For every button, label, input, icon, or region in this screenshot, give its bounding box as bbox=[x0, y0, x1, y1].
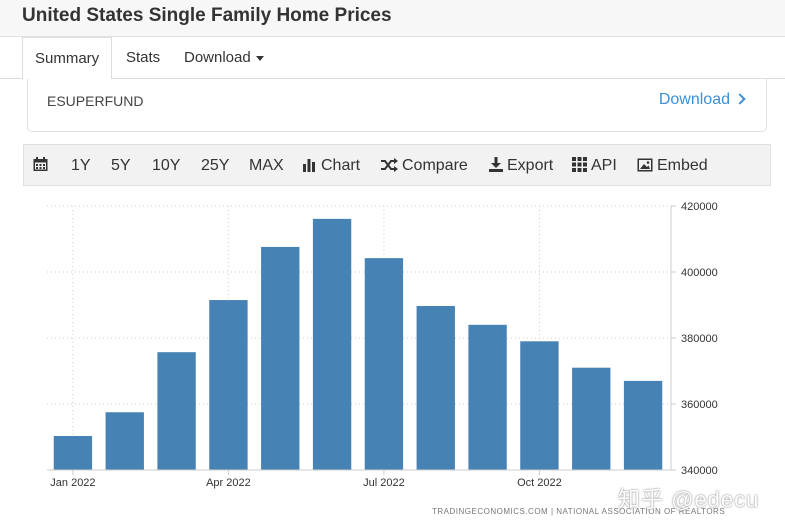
compare-button[interactable]: Compare bbox=[381, 145, 468, 187]
download-icon bbox=[489, 157, 503, 172]
calendar-icon[interactable] bbox=[33, 145, 52, 187]
tab-bar: Summary Stats Download bbox=[0, 37, 785, 80]
bar[interactable] bbox=[261, 246, 300, 470]
tab-download-label: Download bbox=[184, 49, 251, 66]
bar[interactable] bbox=[468, 324, 507, 470]
x-tick-label: Oct 2022 bbox=[517, 477, 562, 489]
x-tick-label: Apr 2022 bbox=[206, 477, 251, 489]
api-button[interactable]: API bbox=[572, 145, 617, 187]
page-title: United States Single Family Home Prices bbox=[22, 5, 392, 26]
bar[interactable] bbox=[416, 305, 455, 470]
embed-button[interactable]: Embed bbox=[637, 145, 708, 187]
range-25y-button[interactable]: 25Y bbox=[201, 157, 230, 174]
embed-label: Embed bbox=[657, 157, 708, 174]
source-credit: TRADINGECONOMICS.COM | NATIONAL ASSOCIAT… bbox=[432, 507, 726, 516]
bar[interactable] bbox=[364, 258, 404, 470]
range-5y-button[interactable]: 5Y bbox=[111, 157, 131, 174]
bar[interactable] bbox=[520, 341, 559, 470]
bar[interactable] bbox=[157, 352, 196, 470]
range-1y-button[interactable]: 1Y bbox=[71, 157, 91, 174]
watermark: 知乎 @edecu bbox=[618, 487, 760, 512]
export-label: Export bbox=[507, 157, 554, 174]
range-10y-button[interactable]: 10Y bbox=[152, 157, 181, 174]
compare-label: Compare bbox=[402, 157, 468, 174]
bar[interactable] bbox=[53, 436, 93, 470]
image-icon bbox=[637, 158, 653, 172]
grid-icon bbox=[572, 157, 587, 172]
bar[interactable] bbox=[623, 380, 663, 470]
y-tick-label: 400000 bbox=[681, 267, 718, 279]
chevron-right-icon bbox=[734, 93, 746, 105]
tab-download[interactable]: Download bbox=[172, 37, 276, 79]
api-label: API bbox=[591, 157, 617, 174]
chart-type-label: Chart bbox=[321, 157, 361, 174]
fund-download-label: Download bbox=[658, 91, 730, 108]
fund-name: ESUPERFUND bbox=[47, 93, 144, 109]
title-bar: United States Single Family Home Prices bbox=[0, 0, 785, 37]
y-tick-label: 420000 bbox=[681, 201, 718, 213]
y-tick-label: 380000 bbox=[681, 333, 718, 345]
y-tick-label: 340000 bbox=[681, 465, 718, 477]
bar[interactable] bbox=[572, 367, 611, 470]
bar[interactable] bbox=[209, 300, 248, 470]
fund-panel: ESUPERFUND Download bbox=[27, 79, 767, 132]
bar-chart: 340000 360000 380000 400000 420000 Jan 2022 Ap… bbox=[47, 201, 718, 489]
range-max-button[interactable]: MAX bbox=[249, 157, 284, 174]
shuffle-icon bbox=[381, 158, 398, 172]
chart-type-button[interactable]: Chart bbox=[303, 145, 360, 187]
export-button[interactable]: Export bbox=[489, 145, 553, 187]
y-tick-label: 360000 bbox=[681, 399, 718, 411]
caret-down-icon bbox=[255, 55, 264, 61]
x-tick-label: Jul 2022 bbox=[363, 477, 405, 489]
bar[interactable] bbox=[105, 412, 144, 470]
chart-toolbar: 1Y 5Y 10Y 25Y MAX Chart Compare Export A… bbox=[23, 144, 771, 186]
bar-chart-icon bbox=[303, 159, 315, 172]
chart-area: 340000 360000 380000 400000 420000 Jan 2022 Ap… bbox=[23, 186, 771, 526]
x-tick-label: Jan 2022 bbox=[50, 477, 95, 489]
tab-stats[interactable]: Stats bbox=[126, 49, 161, 66]
fund-download-link[interactable]: Download bbox=[658, 91, 746, 109]
bar[interactable] bbox=[312, 218, 352, 470]
tab-summary[interactable]: Summary bbox=[22, 37, 113, 80]
